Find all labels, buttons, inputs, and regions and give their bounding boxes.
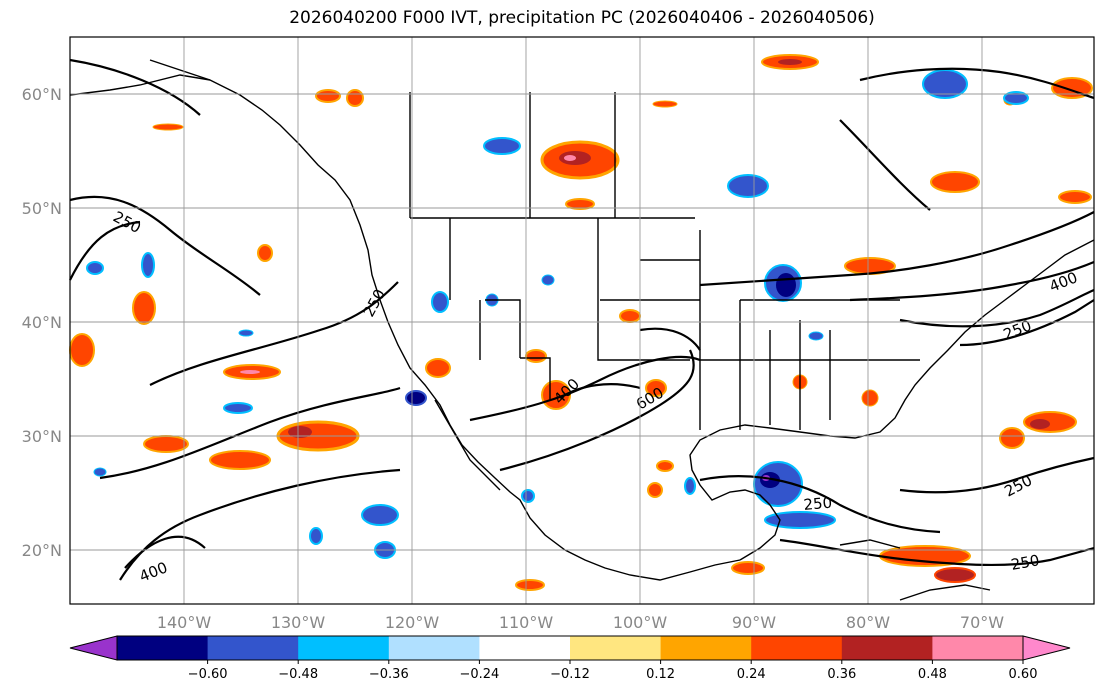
colorbar-tick-labels: −0.60 −0.48 −0.36 −0.24 −0.12 0.12 0.24 0.36 0.4…: [188, 660, 1038, 682]
lat-label: 50°N: [22, 199, 62, 218]
lat-label: 40°N: [22, 313, 62, 332]
lon-label: 120°W: [385, 613, 440, 632]
colorbar-bins: [117, 636, 1024, 660]
lat-label: 20°N: [22, 541, 62, 560]
colorbar-bin: [570, 636, 662, 660]
ivt-contours: [69, 58, 1095, 581]
colorbar-bin: [388, 636, 480, 660]
colorbar-tick-label: 0.12: [646, 667, 675, 682]
map-area: 250 250 400 600 400 250 250 250 250 400: [69, 36, 1095, 605]
contour-label: 250: [1010, 551, 1041, 574]
colorbar: −0.60 −0.48 −0.36 −0.24 −0.12 0.12 0.24 0.36 0.4…: [69, 635, 1071, 682]
colorbar-tick-label: −0.12: [550, 667, 590, 682]
contour-label: 250: [803, 494, 833, 514]
colorbar-tick-label: −0.60: [188, 667, 228, 682]
colorbar-bin: [660, 636, 752, 660]
lon-label: 70°W: [960, 613, 1004, 632]
colorbar-bin: [298, 636, 390, 660]
lat-label: 60°N: [22, 85, 62, 104]
graticule: [70, 37, 1094, 604]
colorbar-bin: [207, 636, 299, 660]
latitude-labels: 60°N 50°N 40°N 30°N 20°N: [22, 85, 62, 560]
colorbar-tick-label: 0.36: [827, 667, 856, 682]
colorbar-under-extension: [69, 635, 118, 661]
positive-pc-blobs: [69, 54, 1093, 591]
lon-label: 80°W: [846, 613, 890, 632]
colorbar-tick-label: −0.24: [459, 667, 499, 682]
map-title: 2026040200 F000 IVT, precipitation PC (2…: [289, 8, 875, 28]
colorbar-tick-label: 0.24: [737, 667, 766, 682]
colorbar-tick-label: −0.36: [369, 667, 409, 682]
colorbar-tick-label: 0.60: [1009, 667, 1038, 682]
map-frame: [69, 36, 1095, 605]
negative-pc-blobs: [86, 69, 1029, 559]
colorbar-bin: [932, 636, 1024, 660]
colorbar-bin: [117, 636, 209, 660]
lon-label: 110°W: [499, 613, 554, 632]
colorbar-bin: [751, 636, 843, 660]
lon-label: 90°W: [732, 613, 776, 632]
longitude-labels: 140°W 130°W 120°W 110°W 100°W 90°W 80°W …: [157, 613, 1004, 632]
colorbar-bin: [479, 636, 571, 660]
colorbar-tick-label: −0.48: [278, 667, 318, 682]
lat-label: 30°N: [22, 427, 62, 446]
lon-label: 100°W: [613, 613, 668, 632]
lon-label: 130°W: [271, 613, 326, 632]
colorbar-bin: [841, 636, 933, 660]
lon-label: 140°W: [157, 613, 212, 632]
colorbar-over-extension: [1022, 635, 1071, 661]
colorbar-tick-label: 0.48: [918, 667, 947, 682]
